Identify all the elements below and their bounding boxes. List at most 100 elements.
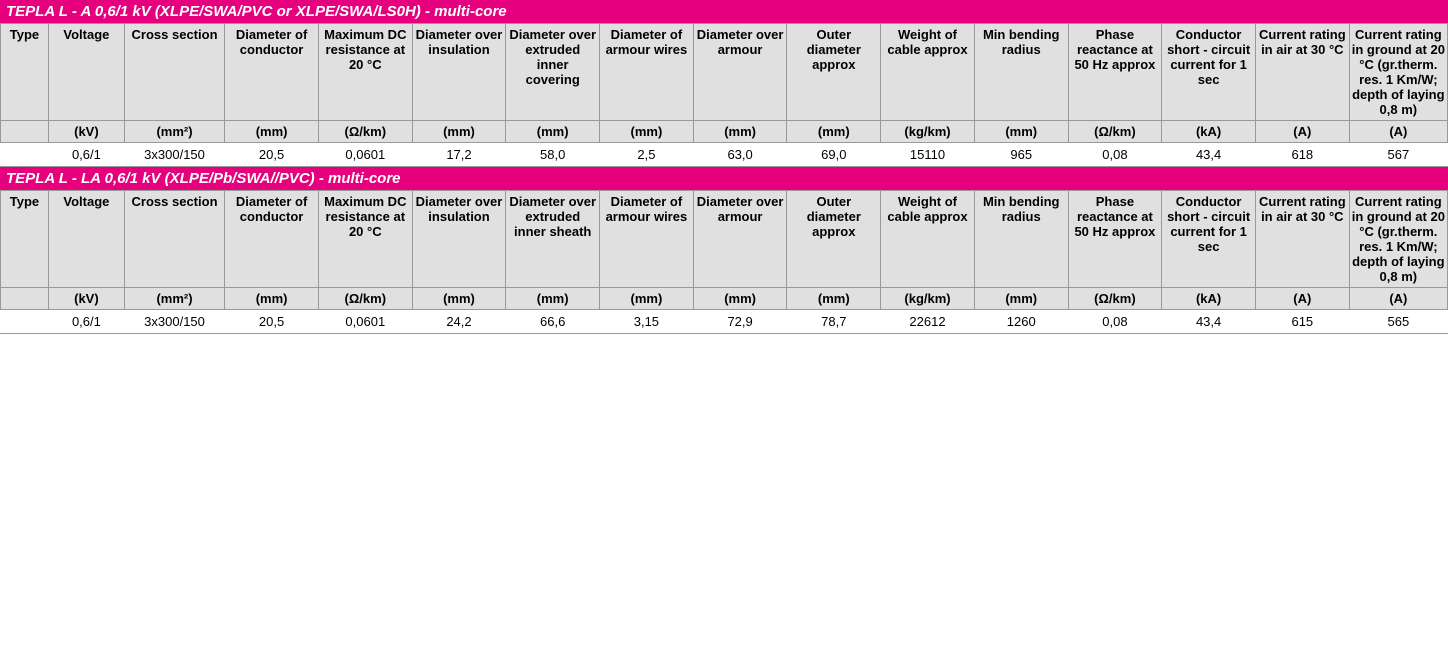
- table2-head-row: TypeVoltageCross sectionDiameter of cond…: [1, 191, 1448, 288]
- table2-col-13: Conductor short - circuit current for 1 …: [1162, 191, 1256, 288]
- table1-header: TEPLA L - A 0,6/1 kV (XLPE/SWA/PVC or XL…: [0, 0, 1448, 23]
- table2-col-15: Current rating in ground at 20 °C (gr.th…: [1349, 191, 1447, 288]
- table2-cell-13: 43,4: [1162, 310, 1256, 334]
- table1-unit-10: (kg/km): [881, 121, 975, 143]
- table2-col-10: Weight of cable approx: [881, 191, 975, 288]
- table1-col-15: Current rating in ground at 20 °C (gr.th…: [1349, 24, 1447, 121]
- table1-cell-1: 0,6/1: [48, 143, 124, 167]
- table2-header: TEPLA L - LA 0,6/1 kV (XLPE/Pb/SWA//PVC)…: [0, 167, 1448, 190]
- table2-col-14: Current rating in air at 30 °C: [1255, 191, 1349, 288]
- table1-data-row: 0,6/13x300/15020,50,060117,258,02,563,06…: [1, 143, 1448, 167]
- table1-col-2: Cross section: [124, 24, 224, 121]
- table2-col-1: Voltage: [48, 191, 124, 288]
- table2-unit-15: (A): [1349, 288, 1447, 310]
- table1-cell-10: 15110: [881, 143, 975, 167]
- table2-cell-6: 66,6: [506, 310, 600, 334]
- table1-col-11: Min bending radius: [974, 24, 1068, 121]
- table1-unit-15: (A): [1349, 121, 1447, 143]
- table1-cell-2: 3x300/150: [124, 143, 224, 167]
- table2-unit-10: (kg/km): [881, 288, 975, 310]
- table2-cell-0: [1, 310, 49, 334]
- table1-unit-12: (Ω/km): [1068, 121, 1162, 143]
- table1-unit-7: (mm): [600, 121, 694, 143]
- table2: TypeVoltageCross sectionDiameter of cond…: [0, 190, 1448, 334]
- table1-unit-0: [1, 121, 49, 143]
- table1-unit-5: (mm): [412, 121, 506, 143]
- table2-unit-3: (mm): [225, 288, 319, 310]
- table2-cell-7: 3,15: [600, 310, 694, 334]
- table2-unit-6: (mm): [506, 288, 600, 310]
- table2-col-4: Maximum DC resistance at 20 °C: [318, 191, 412, 288]
- table1-unit-2: (mm²): [124, 121, 224, 143]
- table2-col-5: Diameter over insulation: [412, 191, 506, 288]
- table1-cell-4: 0,0601: [318, 143, 412, 167]
- table2-col-7: Diameter of armour wires: [600, 191, 694, 288]
- table2-data-row: 0,6/13x300/15020,50,060124,266,63,1572,9…: [1, 310, 1448, 334]
- table2-cell-5: 24,2: [412, 310, 506, 334]
- table2-cell-2: 3x300/150: [124, 310, 224, 334]
- table1-cell-3: 20,5: [225, 143, 319, 167]
- table1-unit-row: (kV)(mm²)(mm)(Ω/km)(mm)(mm)(mm)(mm)(mm)(…: [1, 121, 1448, 143]
- table1-col-3: Diameter of conductor: [225, 24, 319, 121]
- table1-cell-5: 17,2: [412, 143, 506, 167]
- table1-cell-6: 58,0: [506, 143, 600, 167]
- table1-unit-6: (mm): [506, 121, 600, 143]
- table1-unit-13: (kA): [1162, 121, 1256, 143]
- table1: TypeVoltageCross sectionDiameter of cond…: [0, 23, 1448, 167]
- table1-col-4: Maximum DC resistance at 20 °C: [318, 24, 412, 121]
- table1-unit-11: (mm): [974, 121, 1068, 143]
- table1-cell-0: [1, 143, 49, 167]
- table2-col-8: Diameter over armour: [693, 191, 787, 288]
- table1-unit-1: (kV): [48, 121, 124, 143]
- table1-col-8: Diameter over armour: [693, 24, 787, 121]
- table1-unit-4: (Ω/km): [318, 121, 412, 143]
- table1-cell-13: 43,4: [1162, 143, 1256, 167]
- table1-cell-14: 618: [1255, 143, 1349, 167]
- table2-unit-12: (Ω/km): [1068, 288, 1162, 310]
- table2-unit-1: (kV): [48, 288, 124, 310]
- table2-cell-12: 0,08: [1068, 310, 1162, 334]
- table1-cell-15: 567: [1349, 143, 1447, 167]
- table2-col-2: Cross section: [124, 191, 224, 288]
- table2-cell-1: 0,6/1: [48, 310, 124, 334]
- table1-unit-9: (mm): [787, 121, 881, 143]
- table2-col-0: Type: [1, 191, 49, 288]
- table2-col-12: Phase reactance at 50 Hz approx: [1068, 191, 1162, 288]
- table1-col-7: Diameter of armour wires: [600, 24, 694, 121]
- table1-unit-8: (mm): [693, 121, 787, 143]
- table1-col-14: Current rating in air at 30 °C: [1255, 24, 1349, 121]
- table1-unit-3: (mm): [225, 121, 319, 143]
- table1-col-5: Diameter over insulation: [412, 24, 506, 121]
- table1-cell-8: 63,0: [693, 143, 787, 167]
- table1-cell-7: 2,5: [600, 143, 694, 167]
- table2-unit-7: (mm): [600, 288, 694, 310]
- table1-col-13: Conductor short - circuit current for 1 …: [1162, 24, 1256, 121]
- table1-col-9: Outer diameter approx: [787, 24, 881, 121]
- table2-unit-2: (mm²): [124, 288, 224, 310]
- table1-col-6: Diameter over extruded inner covering: [506, 24, 600, 121]
- table1-cell-12: 0,08: [1068, 143, 1162, 167]
- table2-unit-8: (mm): [693, 288, 787, 310]
- table1-head-row: TypeVoltageCross sectionDiameter of cond…: [1, 24, 1448, 121]
- table2-cell-11: 1260: [974, 310, 1068, 334]
- table2-unit-5: (mm): [412, 288, 506, 310]
- table2-unit-14: (A): [1255, 288, 1349, 310]
- table2-cell-4: 0,0601: [318, 310, 412, 334]
- table1-cell-11: 965: [974, 143, 1068, 167]
- table1-col-12: Phase reactance at 50 Hz approx: [1068, 24, 1162, 121]
- table2-cell-3: 20,5: [225, 310, 319, 334]
- table1-col-10: Weight of cable approx: [881, 24, 975, 121]
- table1-col-0: Type: [1, 24, 49, 121]
- table2-col-11: Min bending radius: [974, 191, 1068, 288]
- table1-cell-9: 69,0: [787, 143, 881, 167]
- table2-unit-11: (mm): [974, 288, 1068, 310]
- table1-unit-14: (A): [1255, 121, 1349, 143]
- table2-unit-13: (kA): [1162, 288, 1256, 310]
- table2-cell-15: 565: [1349, 310, 1447, 334]
- table2-col-3: Diameter of conductor: [225, 191, 319, 288]
- table2-col-9: Outer diameter approx: [787, 191, 881, 288]
- table2-cell-9: 78,7: [787, 310, 881, 334]
- table2-col-6: Diameter over extruded inner sheath: [506, 191, 600, 288]
- table2-cell-10: 22612: [881, 310, 975, 334]
- table2-unit-row: (kV)(mm²)(mm)(Ω/km)(mm)(mm)(mm)(mm)(mm)(…: [1, 288, 1448, 310]
